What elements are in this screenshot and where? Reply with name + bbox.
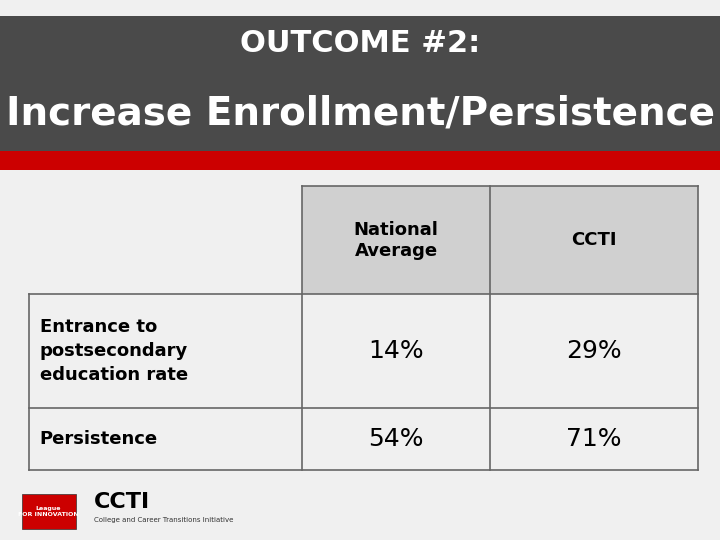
Text: 29%: 29% — [566, 339, 622, 363]
Text: 14%: 14% — [368, 339, 424, 363]
Bar — [0, 16, 720, 151]
Text: League
FOR INNOVATION: League FOR INNOVATION — [18, 506, 79, 517]
Text: CCTI: CCTI — [94, 492, 150, 512]
Text: College and Career Transitions Initiative: College and Career Transitions Initiativ… — [94, 517, 233, 523]
Bar — [22, 494, 76, 529]
Text: Increase Enrollment/Persistence: Increase Enrollment/Persistence — [6, 94, 714, 132]
Text: National
Average: National Average — [354, 221, 438, 260]
Text: 54%: 54% — [368, 427, 424, 451]
Bar — [0, 151, 720, 170]
Bar — [490, 186, 698, 294]
Text: Persistence: Persistence — [40, 430, 158, 448]
Text: 71%: 71% — [566, 427, 622, 451]
Text: OUTCOME #2:: OUTCOME #2: — [240, 29, 480, 58]
Bar — [302, 186, 490, 294]
Text: CCTI: CCTI — [571, 231, 617, 249]
Text: Entrance to
postsecondary
education rate: Entrance to postsecondary education rate — [40, 319, 188, 383]
